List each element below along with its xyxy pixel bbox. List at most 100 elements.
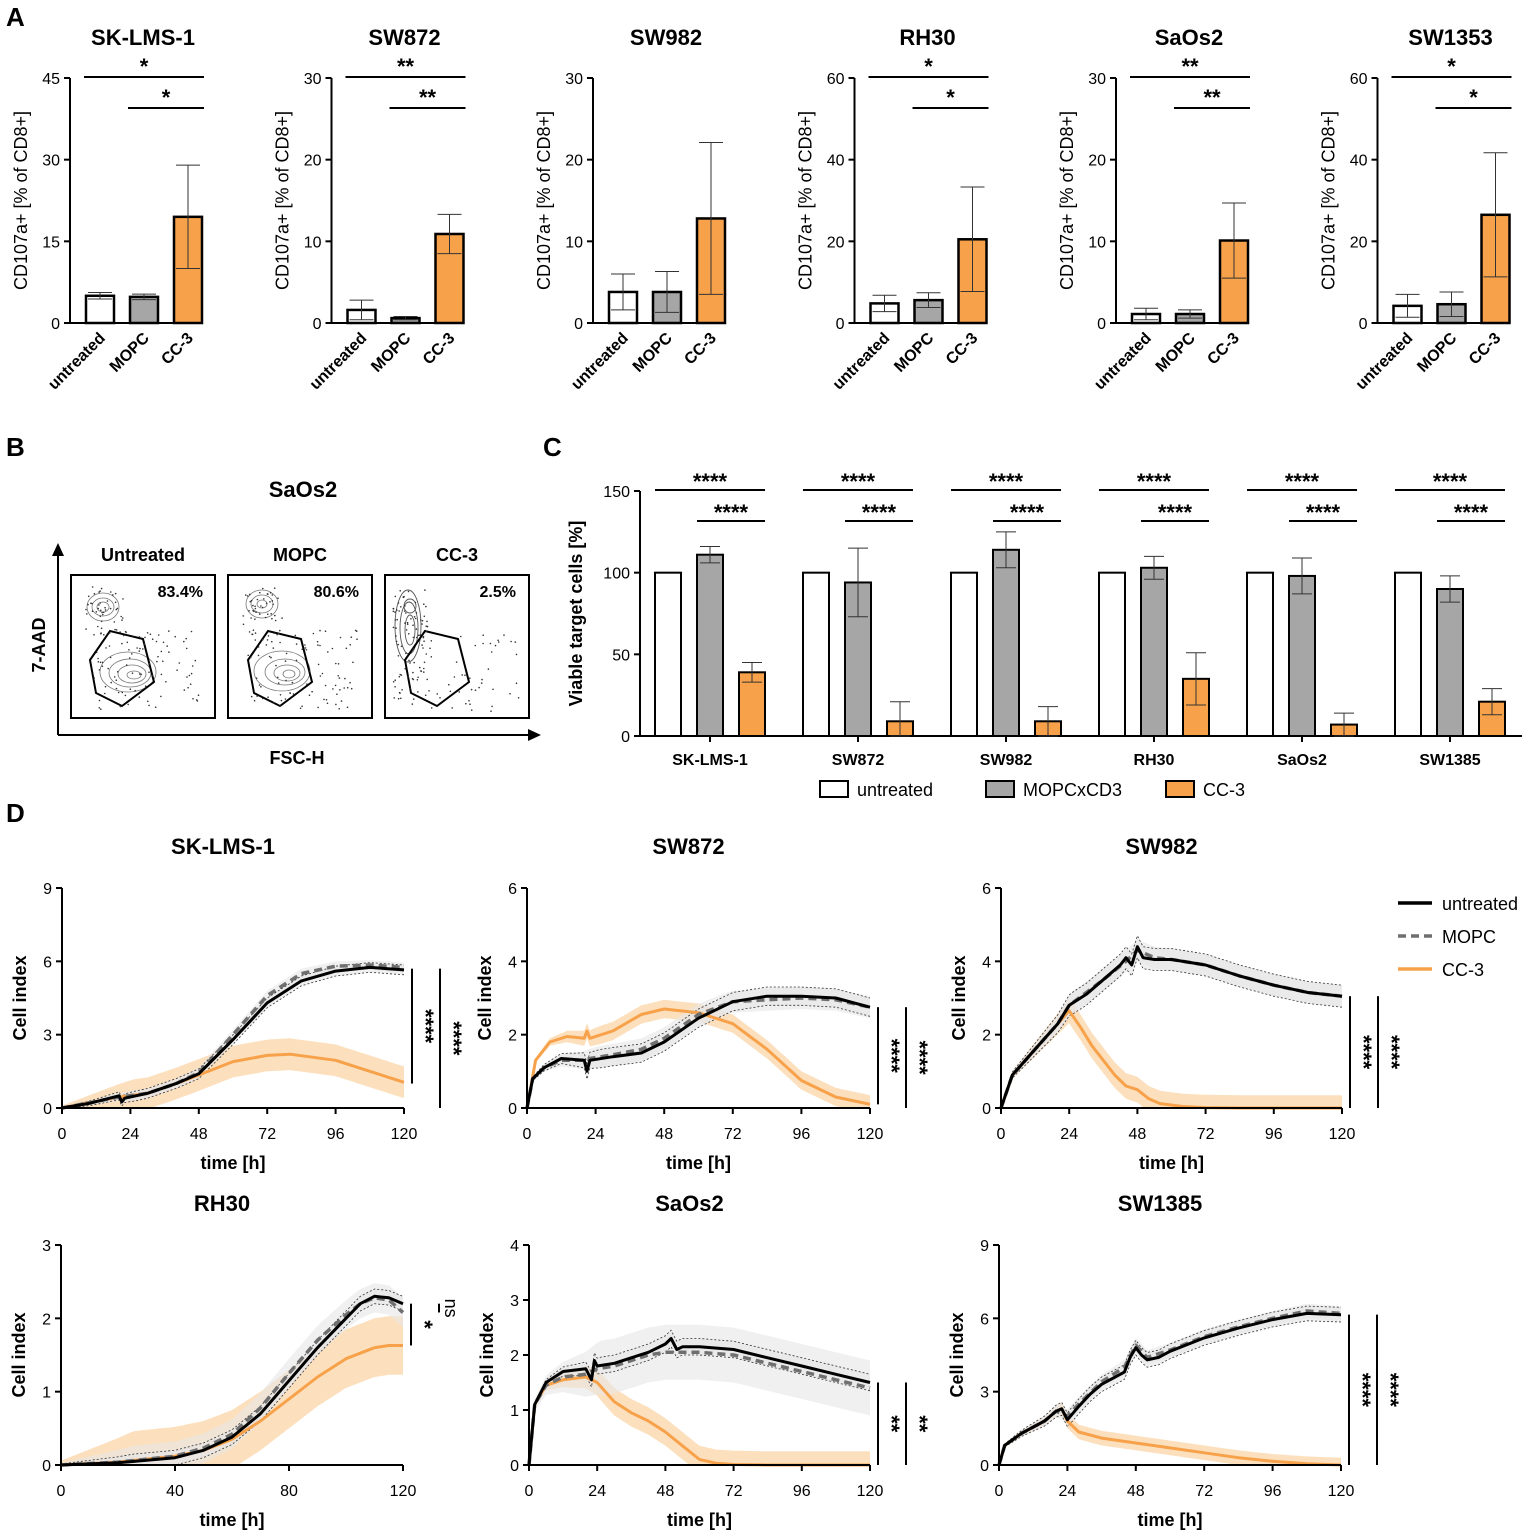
flow-event-dot	[295, 659, 298, 662]
flow-event-dot	[423, 615, 426, 618]
flow-event-dot	[128, 649, 130, 651]
x-tick-label: 96	[327, 1126, 345, 1143]
flow-event-dot	[160, 650, 163, 653]
flow-event-dot	[400, 645, 403, 648]
significance-label: *	[412, 1320, 437, 1329]
flow-event-dot	[160, 673, 163, 676]
flow-event-dot	[188, 674, 191, 677]
flow-event-dot	[93, 677, 95, 679]
x-tick-label: 72	[725, 1483, 743, 1500]
flow-event-dot	[458, 691, 461, 693]
flow-event-dot	[503, 634, 505, 636]
sd-upper-line	[1000, 934, 1343, 1107]
significance-label: **	[879, 1415, 904, 1433]
sd-lower-line	[1000, 956, 1343, 1109]
flow-event-dot	[397, 602, 400, 604]
panel-letter-a: A	[6, 2, 25, 32]
x-tick-label: 96	[793, 1483, 811, 1500]
flow-event-dot	[517, 697, 520, 699]
flow-event-dot	[254, 639, 257, 641]
bar-mopcxcd3	[1140, 566, 1168, 737]
flow-event-dot	[95, 611, 98, 613]
flow-event-dot	[99, 602, 101, 604]
significance-label: *	[924, 54, 933, 79]
flow-event-dot	[154, 706, 157, 708]
flow-event-dot	[395, 635, 397, 637]
flow-event-dot	[277, 682, 280, 684]
flow-event-dot	[401, 689, 403, 691]
flow-event-dot	[424, 694, 427, 697]
flow-event-dot	[98, 604, 100, 606]
series-line-mopc	[527, 1350, 871, 1466]
flow-event-dot	[336, 693, 338, 695]
flow-event-dot	[85, 608, 87, 611]
flow-event-dot	[108, 632, 111, 634]
y-tick-label: 20	[304, 153, 322, 170]
sd-band-cc3	[527, 999, 870, 1108]
bar-untreated	[802, 571, 830, 738]
x-tick-label: 0	[525, 1483, 534, 1500]
flow-event-dot	[405, 652, 407, 655]
flow-event-dot	[394, 611, 396, 613]
flow-event-dot	[279, 694, 282, 696]
flow-event-dot	[271, 640, 273, 643]
flow-event-dot	[138, 650, 141, 652]
flow-event-dot	[465, 702, 467, 705]
y-tick-label: 3	[42, 1238, 51, 1255]
y-tick-label: 6	[508, 881, 517, 898]
flow-event-dot	[252, 629, 255, 631]
sd-upper-line	[526, 986, 871, 1107]
flow-event-dot	[104, 606, 106, 609]
flow-event-dot	[350, 636, 353, 638]
flow-event-dot	[338, 677, 341, 679]
significance-label: ****	[907, 1040, 932, 1075]
flow-event-dot	[147, 700, 149, 703]
flow-event-dot	[101, 665, 104, 668]
flow-event-dot	[449, 690, 452, 693]
x-tick-label: 24	[587, 1126, 605, 1143]
flow-event-dot	[119, 705, 122, 708]
flow-event-dot	[417, 634, 420, 637]
flow-event-dot	[91, 602, 93, 605]
flow-event-dot	[257, 646, 260, 648]
flow-event-dot	[319, 644, 321, 647]
flow-event-dot	[338, 708, 341, 710]
flow-event-dot	[271, 617, 273, 620]
flow-event-dot	[98, 707, 101, 709]
sd-upper-line	[60, 1288, 404, 1465]
cd107a-chart-sk-lms-1: SK-LMS-1 CD107a+ [% of CD8+] 0 15 30 45 untrea…	[11, 25, 204, 393]
flow-event-dot	[91, 586, 94, 588]
flow-event-dot	[273, 701, 275, 704]
y-tick-label: 0	[980, 1458, 989, 1475]
significance-label: **	[419, 85, 437, 110]
y-tick-label: 30	[304, 71, 322, 88]
flow-event-dot	[91, 610, 94, 612]
flow-event-dot	[151, 674, 153, 677]
flow-event-dot	[455, 661, 458, 663]
x-tick-label: 48	[657, 1483, 675, 1500]
x-tick-label: untreated	[307, 330, 371, 394]
flow-event-dot	[125, 631, 127, 634]
flow-event-dot	[254, 618, 256, 620]
flow-event-dot	[412, 624, 414, 626]
flow-x-label: FSC-H	[270, 748, 325, 768]
flow-event-dot	[482, 634, 485, 636]
flow-event-dot	[346, 686, 349, 689]
significance-label: ****	[1454, 500, 1489, 525]
flow-event-dot	[165, 681, 167, 683]
legend: untreated MOPC CC-3	[1398, 894, 1518, 980]
flow-event-dot	[97, 661, 100, 663]
flow-percent-mopc: 80.6%	[314, 584, 359, 601]
flow-event-dot	[419, 634, 421, 636]
flow-event-dot	[259, 591, 261, 594]
y-tick-label: 100	[603, 566, 630, 583]
flow-event-dot	[334, 684, 337, 687]
flow-event-dot	[168, 630, 170, 632]
flow-event-dot	[425, 630, 428, 632]
flow-event-dot	[113, 676, 116, 678]
sd-band-untreated	[62, 962, 404, 1108]
flow-event-dot	[249, 656, 252, 659]
flow-event-dot	[324, 684, 327, 687]
y-tick-label: 10	[565, 234, 583, 251]
